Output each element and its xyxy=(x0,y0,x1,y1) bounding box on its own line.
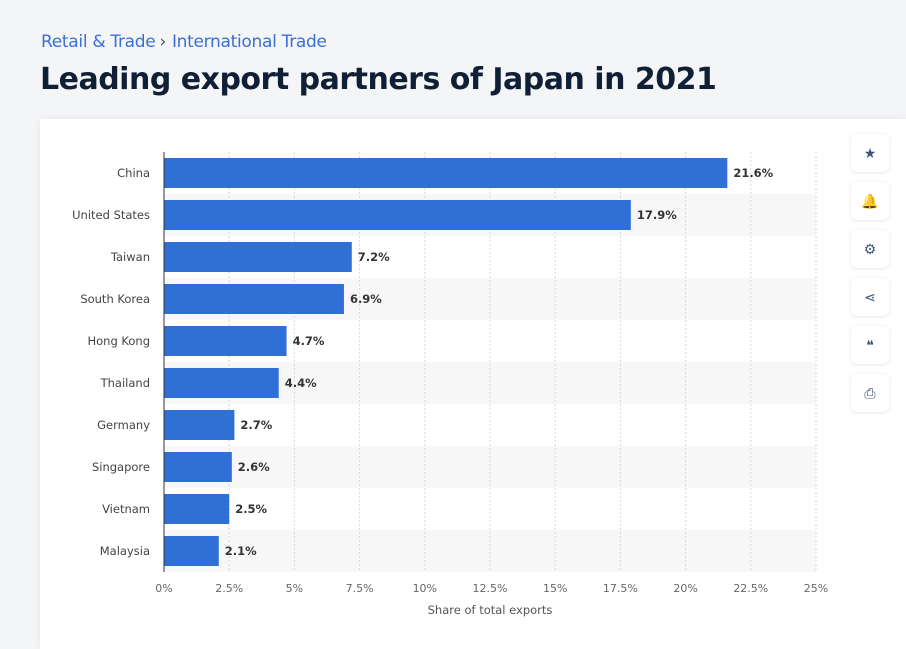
print-button[interactable]: ⎙ xyxy=(851,374,889,412)
x-tick-label: 7.5% xyxy=(346,582,374,595)
y-category-label: Hong Kong xyxy=(87,334,150,348)
bar-united-states xyxy=(164,200,631,230)
y-category-label: Thailand xyxy=(100,376,150,390)
data-label: 6.9% xyxy=(350,292,382,306)
side-toolbar: ★ 🔔 ⚙ ⋖ ❝ ⎙ xyxy=(851,134,889,412)
data-label: 7.2% xyxy=(358,250,390,264)
breadcrumb-separator: › xyxy=(159,32,166,52)
data-label: 2.6% xyxy=(238,460,270,474)
x-tick-label: 5% xyxy=(286,582,303,595)
x-tick-label: 15% xyxy=(543,582,567,595)
data-label: 4.4% xyxy=(285,376,317,390)
bar-vietnam xyxy=(164,494,230,524)
x-tick-label: 25% xyxy=(804,582,828,595)
breadcrumb-link-international-trade[interactable]: International Trade xyxy=(171,32,327,52)
x-tick-label: 0% xyxy=(155,582,172,595)
star-icon: ★ xyxy=(863,144,877,161)
bar-singapore xyxy=(164,452,232,482)
x-tick-label: 12.5% xyxy=(473,582,508,595)
y-category-label: Singapore xyxy=(92,460,150,474)
breadcrumb-link-retail-trade[interactable]: Retail & Trade xyxy=(41,32,156,52)
printer-icon: ⎙ xyxy=(864,384,876,401)
y-category-label: Germany xyxy=(97,418,150,432)
settings-button[interactable]: ⚙ xyxy=(851,230,889,268)
share-button[interactable]: ⋖ xyxy=(851,278,889,316)
notification-button[interactable]: 🔔 xyxy=(851,182,889,220)
data-label: 2.1% xyxy=(225,544,257,558)
data-label: 21.6% xyxy=(733,166,773,180)
y-category-label: Taiwan xyxy=(110,250,150,264)
y-category-label: Vietnam xyxy=(102,502,150,516)
y-category-label: South Korea xyxy=(80,292,150,306)
y-category-label: China xyxy=(117,166,150,180)
share-icon: ⋖ xyxy=(864,288,876,305)
gear-icon: ⚙ xyxy=(863,240,877,257)
data-label: 2.5% xyxy=(235,502,267,516)
data-label: 17.9% xyxy=(637,208,677,222)
bar-south-korea xyxy=(164,284,344,314)
data-label: 2.7% xyxy=(240,418,272,432)
bar-thailand xyxy=(164,368,279,398)
page-title: Leading export partners of Japan in 2021 xyxy=(40,62,717,97)
bell-icon: 🔔 xyxy=(861,192,879,209)
data-label: 4.7% xyxy=(293,334,325,348)
bar-malaysia xyxy=(164,536,219,566)
x-tick-label: 2.5% xyxy=(215,582,243,595)
x-tick-label: 20% xyxy=(673,582,697,595)
bar-taiwan xyxy=(164,242,352,272)
bar-germany xyxy=(164,410,235,440)
cite-button[interactable]: ❝ xyxy=(851,326,889,364)
x-tick-label: 10% xyxy=(413,582,437,595)
favorite-button[interactable]: ★ xyxy=(851,134,889,172)
x-axis-title: Share of total exports xyxy=(428,603,553,617)
y-category-label: Malaysia xyxy=(100,544,150,558)
bar-china xyxy=(164,158,728,188)
x-tick-label: 22.5% xyxy=(733,582,768,595)
bar-hong-kong xyxy=(164,326,287,356)
breadcrumb: Retail & Trade › International Trade xyxy=(41,32,327,52)
y-category-label: United States xyxy=(72,208,150,222)
quote-icon: ❝ xyxy=(866,336,874,353)
x-tick-label: 17.5% xyxy=(603,582,638,595)
